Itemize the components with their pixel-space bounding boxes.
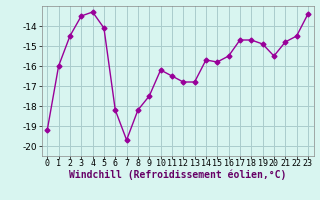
X-axis label: Windchill (Refroidissement éolien,°C): Windchill (Refroidissement éolien,°C) [69,170,286,180]
